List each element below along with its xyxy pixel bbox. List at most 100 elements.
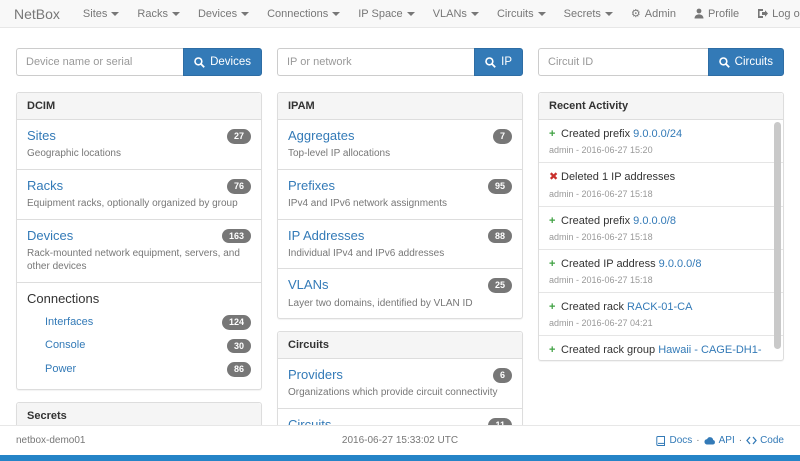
scrollbar-thumb[interactable] [774,122,781,349]
device-search-button[interactable]: Devices [183,48,262,76]
sites-link[interactable]: Sites [27,128,56,143]
nav-sites[interactable]: Sites [74,0,128,28]
chevron-down-icon [470,11,479,16]
nav-devices-label: Devices [197,7,238,20]
vlans-link[interactable]: VLANs [288,277,329,293]
search-icon [718,56,730,68]
bottom-accent-bar [0,455,800,461]
docs-label: Docs [669,435,693,446]
plus-icon: + [549,257,556,270]
ipam-panel-title: IPAM [278,93,522,120]
book-icon [656,435,666,446]
api-link[interactable]: API [704,435,735,446]
profile-label: Profile [707,7,740,20]
x-icon: ✖ [549,171,559,184]
activity-row: + Created rack group Hawaii - CAGE-DH1-01… [539,336,783,360]
nav-vlans[interactable]: VLANs [424,0,488,28]
aggregates-count-badge: 7 [492,129,512,144]
providers-count-badge: 6 [492,368,512,383]
plus-icon: + [549,214,556,227]
nav-circuits-label: Circuits [496,7,534,20]
nav-sites-label: Sites [82,7,108,20]
logout-label: Log out [772,7,800,20]
prefixes-description: IPv4 and IPv6 network assignments [288,198,447,209]
nav-circuits[interactable]: Circuits [488,0,555,28]
recent-activity-title: Recent Activity [539,93,783,120]
nav-devices[interactable]: Devices [189,0,258,28]
plus-icon: + [549,301,556,314]
ip-search-input[interactable] [277,48,475,76]
activity-list: + Created prefix 9.0.0.0/24 admin - 2016-… [539,120,783,360]
activity-object-link[interactable]: 9.0.0.0/8 [658,257,702,270]
console-count-badge: 30 [226,338,251,354]
code-link[interactable]: Code [746,435,784,446]
aggregates-link[interactable]: Aggregates [288,128,355,143]
separator: · [696,435,700,446]
circuit-search-button[interactable]: Circuits [707,48,784,76]
activity-action: Created rack group [561,344,656,357]
activity-object-link[interactable]: RACK-01-CA [627,301,693,314]
ip-addresses-description: Individual IPv4 and IPv6 addresses [288,247,445,259]
list-item: Providers 6 Organizations which provide … [278,359,522,409]
server-time: 2016-06-27 15:33:02 UTC [341,435,459,446]
activity-action: Created prefix [561,214,631,227]
device-search-input[interactable] [16,48,184,76]
activity-meta: admin - 2016-06-27 15:18 [549,275,653,286]
racks-link[interactable]: Racks [27,177,64,193]
hostname: netbox-demo01 [16,435,86,446]
activity-object-link[interactable]: 9.0.0.0/24 [633,128,683,140]
logout-link[interactable]: Log out [748,0,800,28]
activity-object-link[interactable]: Hawaii - CAGE-DH1-01 [549,344,762,360]
vlans-count-badge: 25 [487,278,512,294]
device-search-group: Devices [16,48,262,76]
plus-icon: + [549,344,556,357]
ip-search-group: IP [277,48,523,76]
racks-description: Equipment racks, optionally organized by… [27,198,238,209]
docs-link[interactable]: Docs [656,435,692,446]
activity-action: Created rack [561,301,624,314]
admin-link[interactable]: ⚙ Admin [622,0,685,28]
circuit-search-button-label: Circuits [734,56,773,68]
devices-link[interactable]: Devices [27,227,74,243]
nav-connections[interactable]: Connections [258,0,349,28]
circuit-search-input[interactable] [538,48,708,76]
scrollbar[interactable] [774,122,781,358]
connections-title: Connections [27,290,100,306]
profile-link[interactable]: Profile [685,0,748,28]
footer-links: Docs · API · Code [531,435,784,446]
search-row: Devices IP Circuits [0,28,800,92]
activity-row: ✖ Deleted 1 IP addresses admin - 2016-06-… [539,163,783,207]
interfaces-link[interactable]: Interfaces [45,315,94,328]
circuits-panel-title: Circuits [278,332,522,359]
separator: · [738,435,743,446]
activity-object-link[interactable]: 9.0.0.0/8 [633,214,676,227]
providers-description: Organizations which provide circuit conn… [288,387,498,399]
navbar: NetBox Sites Racks Devices Connections I… [0,0,800,28]
interfaces-count-badge: 124 [221,314,251,330]
search-icon [194,56,205,68]
chevron-down-icon [332,11,341,16]
vlans-description: Layer two domains, identified by VLAN ID [288,297,473,309]
netbox-brand[interactable]: NetBox [14,5,60,22]
list-item: Devices 163 Rack-mounted network equipme… [17,220,261,283]
power-link[interactable]: Power [45,363,77,376]
providers-link[interactable]: Providers [288,367,343,382]
console-link[interactable]: Console [45,339,86,352]
code-label: Code [760,435,784,446]
nav-secrets[interactable]: Secrets [555,0,622,28]
activity-meta: admin - 2016-06-27 15:18 [549,231,653,242]
admin-label: Admin [644,7,676,20]
dcim-panel-title: DCIM [17,93,261,120]
list-item: Aggregates 7 Top-level IP allocations [278,120,522,170]
navbar-right: ⚙ Admin Profile Log out [622,0,800,28]
connections-row: Power 86 [27,357,251,381]
prefixes-link[interactable]: Prefixes [288,177,335,193]
nav-ip-space-label: IP Space [358,7,403,20]
activity-row: + Created prefix 9.0.0.0/24 admin - 2016-… [539,120,783,164]
ip-search-button[interactable]: IP [474,48,523,76]
nav-racks[interactable]: Racks [128,0,189,28]
activity-meta: admin - 2016-06-27 15:18 [549,188,653,199]
nav-ip-space[interactable]: IP Space [349,0,423,28]
ip-addresses-link[interactable]: IP Addresses [288,227,365,243]
list-item: VLANs 25 Layer two domains, identified b… [278,269,522,318]
